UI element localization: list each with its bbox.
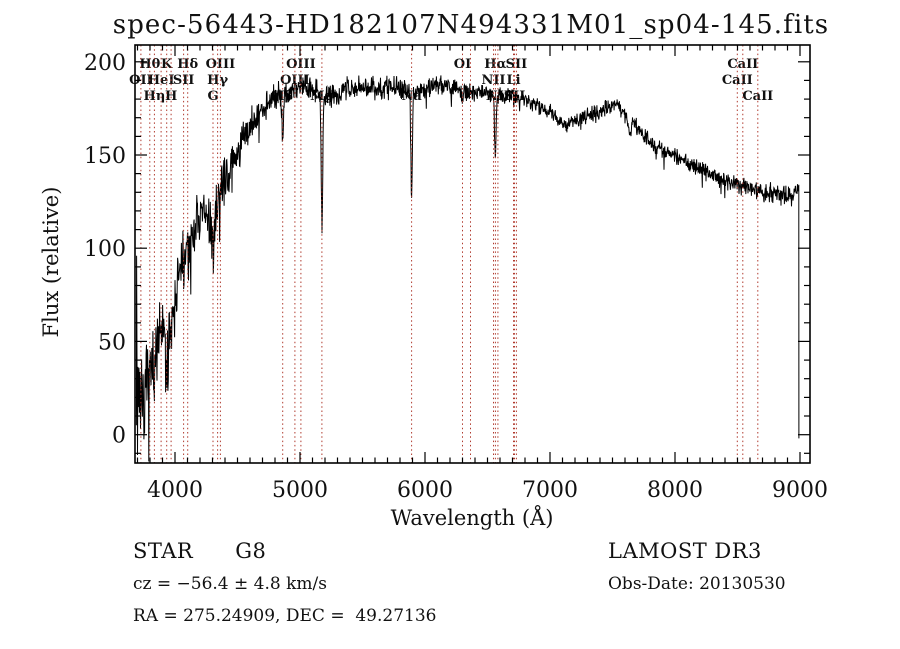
line-markers-layer xyxy=(140,45,759,463)
survey-label: LAMOST DR3 xyxy=(608,539,762,563)
x-tick-label: 6000 xyxy=(397,478,453,503)
line-label: Hη xyxy=(144,89,166,104)
line-label: H xyxy=(165,89,177,104)
radec-line: RA = 275.24909, DEC = 49.27136 xyxy=(133,606,437,626)
x-tick-label: 9000 xyxy=(772,478,828,503)
line-label: K xyxy=(161,57,173,72)
classification-line: STAR G8 xyxy=(133,539,266,563)
y-tick-label: 200 xyxy=(84,51,126,76)
plot-title: spec-56443-HD182107N494331M01_sp04-145.f… xyxy=(113,10,829,40)
y-tick-label: 0 xyxy=(112,424,126,449)
subclass-label: G8 xyxy=(235,539,267,563)
x-axis-title: Wavelength (Å) xyxy=(391,505,554,530)
line-label: G xyxy=(207,89,218,104)
spectrum-layer xyxy=(135,75,800,462)
line-label: OIII xyxy=(206,57,236,72)
spectrum-path xyxy=(135,75,800,462)
x-tick-label: 8000 xyxy=(647,478,703,503)
line-label: OI xyxy=(454,57,471,72)
x-tick-label: 4000 xyxy=(147,478,203,503)
plot-frame xyxy=(134,44,811,464)
y-tick-label: 150 xyxy=(84,144,126,169)
line-label: Hα xyxy=(484,57,506,72)
class-label: STAR xyxy=(133,539,194,563)
line-label: CaII xyxy=(742,89,773,104)
y-tick-label: 50 xyxy=(98,330,126,355)
axes-layer: 4000 5000 6000 7000 8000 9000 0 50 100 150 200 xyxy=(84,44,828,503)
x-tick-label: 7000 xyxy=(522,478,578,503)
line-label: CaII xyxy=(727,57,758,72)
x-tick-label: 5000 xyxy=(272,478,328,503)
line-label: OIII xyxy=(286,57,316,72)
line-label: Hθ xyxy=(139,57,160,72)
line-label: Hδ xyxy=(177,57,198,72)
cz-line: cz = −56.4 ± 4.8 km/s xyxy=(133,574,327,594)
obsdate-line: Obs-Date: 20130530 xyxy=(608,574,786,594)
line-label: SII xyxy=(506,57,528,72)
y-tick-label: 100 xyxy=(84,237,126,262)
y-axis-title: Flux (relative) xyxy=(39,187,63,338)
